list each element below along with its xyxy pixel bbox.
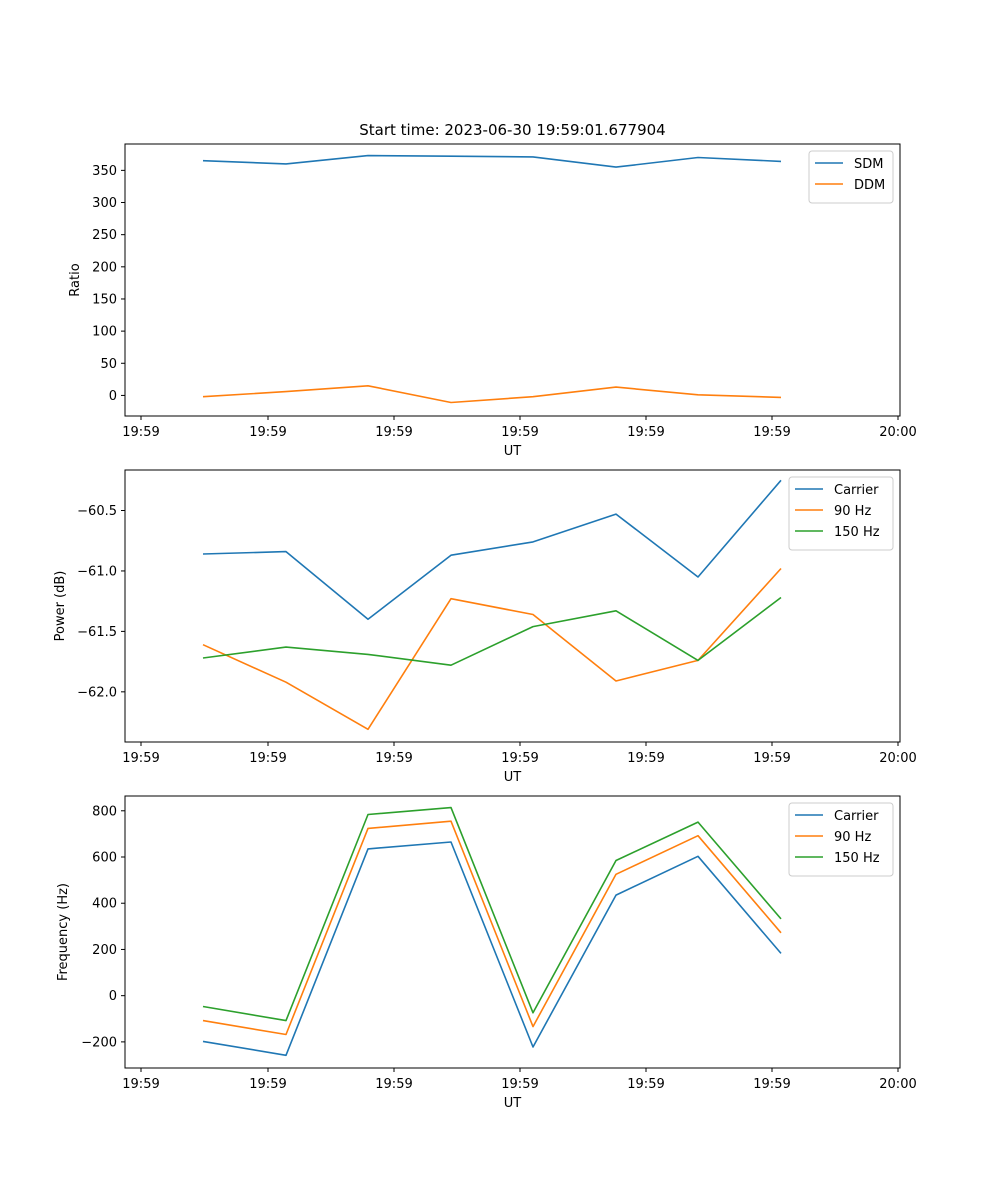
legend: Carrier 90 Hz 150 Hz [788,476,894,551]
panel-3: 19:59 19:59 19:59 19:59 19:59 19:59 20:00 −200 0… [56,795,917,1111]
y-tick-label: 150 [92,292,117,307]
x-tick-label: 19:59 [122,751,159,766]
axes-frame [124,795,901,1069]
legend-entry: DDM [854,178,885,193]
y-axis-label: Ratio [68,263,83,296]
x-tick-label: 19:59 [122,425,159,440]
x-tick-label: 19:59 [627,1077,664,1092]
x-tick-label: 19:59 [627,425,664,440]
series-line-90-hz [202,567,782,731]
x-tick-label: 19:59 [753,425,790,440]
x-tick-label: 19:59 [627,751,664,766]
y-tick-label: −200 [81,1035,117,1050]
x-tick-label: 19:59 [375,1077,412,1092]
legend-entry: Carrier [834,483,879,498]
y-tick-label: 200 [92,943,117,958]
y-tick-label: 250 [92,228,117,243]
y-axis-label: Frequency (Hz) [56,883,71,981]
x-tick-label: 19:59 [375,425,412,440]
series-line-carrier [202,479,782,621]
y-tick-label: 600 [92,851,117,866]
series-line-90-hz [202,820,782,1036]
x-axis-label: UT [504,770,522,785]
y-tick-label: 0 [109,989,117,1004]
legend: SDM DDM [808,150,894,204]
y-tick-label: −62.0 [77,685,117,700]
legend-entry: 90 Hz [834,504,871,519]
panel-2: 19:59 19:59 19:59 19:59 19:59 19:59 20:00 −62.0… [53,469,917,785]
series-line-sdm [202,154,782,168]
y-axis-label: Power (dB) [53,571,68,642]
y-tick-label: 350 [92,164,117,179]
legend-entry: 150 Hz [834,525,880,540]
figure-title: Start time: 2023-06-30 19:59:01.677904 [359,121,665,139]
x-tick-label: 19:59 [753,751,790,766]
x-axis-label: UT [504,1096,522,1111]
y-tick-label: 100 [92,325,117,340]
y-tick-label: −60.5 [77,504,117,519]
y-tick-label: −61.0 [77,564,117,579]
legend: Carrier 90 Hz 150 Hz [788,802,894,877]
y-tick-label: 400 [92,897,117,912]
x-tick-label: 20:00 [879,425,916,440]
legend-entry: Carrier [834,809,879,824]
series-line-carrier [202,841,782,1057]
y-tick-label: 0 [109,389,117,404]
series-line-150-hz [202,596,782,667]
legend-entry: 90 Hz [834,830,871,845]
x-tick-label: 19:59 [501,425,538,440]
y-tick-label: 50 [100,357,117,372]
axes-frame [124,469,901,743]
panels: 19:59 19:59 19:59 19:59 19:59 19:59 20:00 0 50 10… [53,143,917,1111]
series-line-ddm [202,384,782,404]
legend-entry: 150 Hz [834,851,880,866]
x-tick-label: 19:59 [249,1077,286,1092]
y-tick-label: −61.5 [77,625,117,640]
x-tick-label: 19:59 [249,751,286,766]
x-tick-label: 19:59 [122,1077,159,1092]
series-line-150-hz [202,806,782,1022]
x-tick-label: 20:00 [879,751,916,766]
axes-frame [124,143,901,417]
legend-box [808,150,894,204]
x-tick-label: 19:59 [501,1077,538,1092]
x-tick-label: 19:59 [501,751,538,766]
legend-entry: SDM [854,157,883,172]
x-tick-label: 20:00 [879,1077,916,1092]
y-tick-label: 800 [92,804,117,819]
panel-1: 19:59 19:59 19:59 19:59 19:59 19:59 20:00 0 50 10… [68,143,917,459]
x-tick-label: 19:59 [249,425,286,440]
x-tick-label: 19:59 [753,1077,790,1092]
x-axis-label: UT [504,444,522,459]
y-tick-label: 200 [92,260,117,275]
y-tick-label: 300 [92,196,117,211]
x-tick-label: 19:59 [375,751,412,766]
